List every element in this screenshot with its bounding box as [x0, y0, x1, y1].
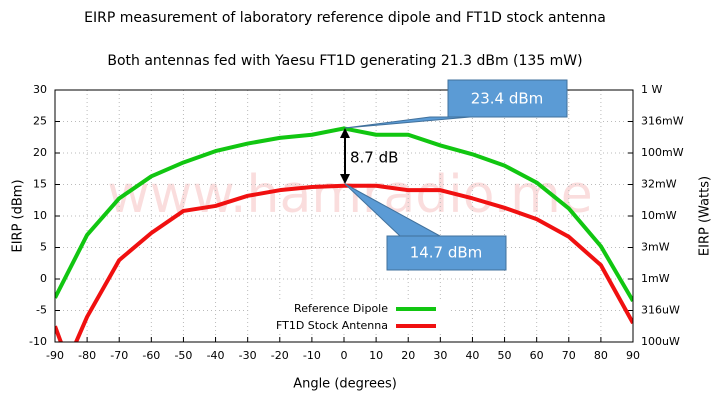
x-tick-label: 10	[369, 349, 383, 362]
series-line	[55, 183, 633, 342]
y2-tick-label: 1mW	[641, 272, 670, 285]
arrow-head	[340, 174, 350, 184]
callout-box	[386, 235, 507, 271]
y-tick-label: -5	[36, 304, 47, 317]
y2-tick-label: 3mW	[641, 241, 670, 254]
y2-axis-label: EIRP (Watts)	[698, 176, 713, 256]
x-tick-label: -30	[239, 349, 257, 362]
y-tick-label: 25	[33, 115, 47, 128]
x-tick-label: -80	[78, 349, 96, 362]
plot-lines	[55, 126, 633, 342]
legend-label: FT1D Stock Antenna	[276, 319, 388, 332]
watermark: www.hamradio.me	[107, 165, 593, 225]
y2-tick-label: 1 W	[641, 83, 662, 96]
difference-label: 8.7 dB	[350, 149, 398, 167]
series-line	[55, 126, 633, 303]
y2-tick-label: 100uW	[641, 335, 680, 348]
y2-tick-label: 100mW	[641, 146, 684, 159]
x-axis-label: Angle (degrees)	[293, 377, 397, 392]
legend: Reference Dipole FT1D Stock Antenna	[276, 302, 436, 332]
x-tick-label: -10	[303, 349, 321, 362]
x-tick-label: 20	[401, 349, 415, 362]
y2-tick-label: 316mW	[641, 115, 684, 128]
y2-tick-label: 316uW	[641, 304, 680, 317]
x-tick-label: 0	[341, 349, 348, 362]
chart-subtitle: Both antennas fed with Yaesu FT1D genera…	[107, 53, 582, 69]
y-tick-label: 5	[40, 241, 47, 254]
x-tick-label: -70	[110, 349, 128, 362]
x-tick-label: 70	[562, 349, 576, 362]
x-tick-label: 40	[465, 349, 479, 362]
x-tick-label: 60	[530, 349, 544, 362]
y-tick-label: 30	[33, 83, 47, 96]
y2-tick-label: 32mW	[641, 178, 677, 191]
callout-text: 23.4 dBm	[471, 90, 544, 108]
x-tick-label: -20	[271, 349, 289, 362]
x-tick-label: -40	[207, 349, 225, 362]
arrow-head	[340, 128, 350, 138]
y-tick-label: 10	[33, 209, 47, 222]
y-axis-label: EIRP (dBm)	[11, 179, 26, 252]
y-tick-label: -10	[29, 335, 47, 348]
callout-box	[447, 79, 568, 118]
legend-label: Reference Dipole	[294, 302, 388, 315]
x-tick-label: -60	[142, 349, 160, 362]
x-tick-label: 50	[498, 349, 512, 362]
x-tick-label: -90	[46, 349, 64, 362]
x-tick-label: 30	[433, 349, 447, 362]
x-tick-label: -50	[174, 349, 192, 362]
x-tick-label: 90	[626, 349, 640, 362]
y2-tick-label: 10mW	[641, 209, 677, 222]
legend-box	[250, 300, 450, 334]
y-tick-label: 15	[33, 178, 47, 191]
x-tick-label: 80	[594, 349, 608, 362]
y-tick-label: 0	[40, 272, 47, 285]
plot-frame	[54, 89, 634, 343]
chart-title: EIRP measurement of laboratory reference…	[84, 10, 606, 26]
callout-text: 14.7 dBm	[410, 244, 483, 262]
y-tick-label: 20	[33, 146, 47, 159]
callout-pointer	[344, 116, 471, 129]
